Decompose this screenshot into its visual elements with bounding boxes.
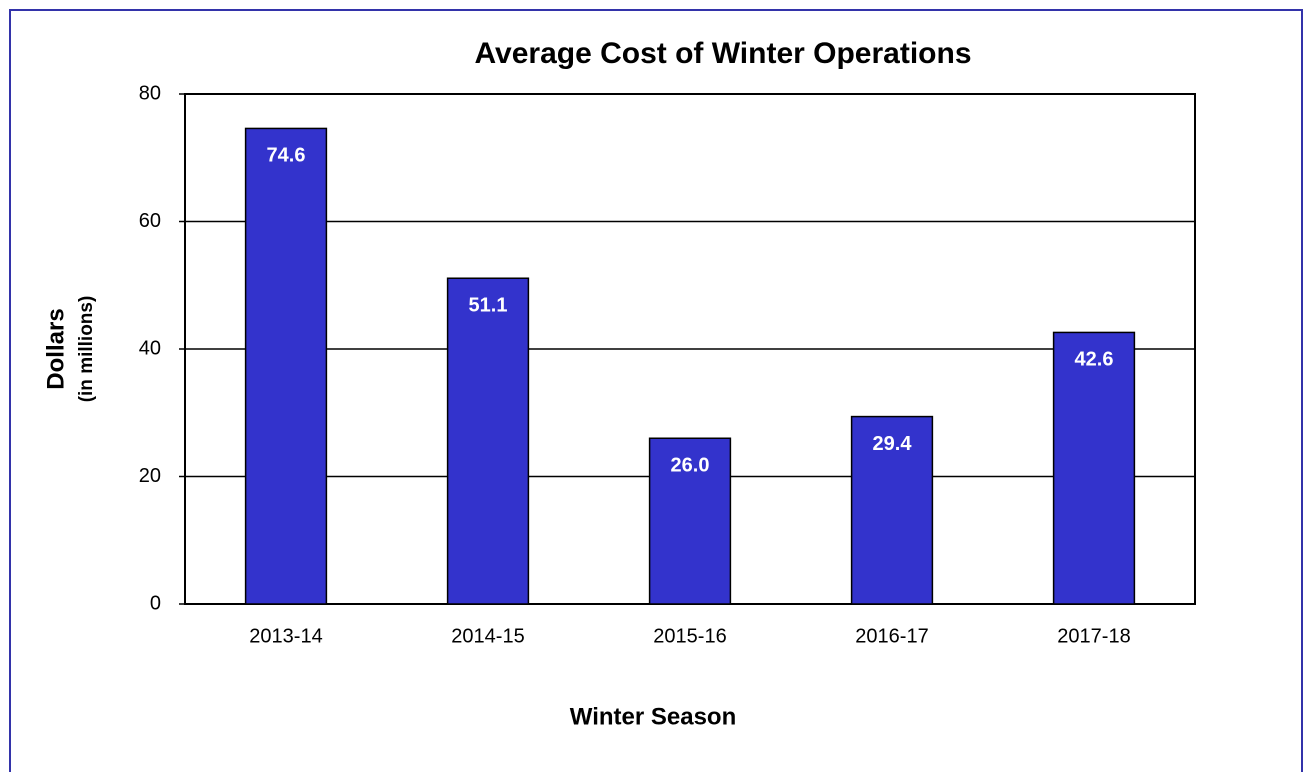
x-tick-label: 2016-17 — [855, 625, 928, 647]
value-label: 26.0 — [671, 455, 710, 477]
y-tick-label: 60 — [139, 210, 161, 232]
bar — [446, 277, 530, 605]
bar — [1052, 331, 1136, 605]
bar — [648, 437, 732, 605]
bar — [244, 127, 328, 605]
y-tick-label: 40 — [139, 337, 161, 359]
y-tick-label: 0 — [150, 592, 161, 614]
y-axis-subtitle: (in millions) — [76, 296, 97, 403]
value-label: 51.1 — [469, 295, 508, 317]
bar — [850, 415, 934, 605]
value-label: 42.6 — [1075, 349, 1114, 371]
y-axis-title: Dollars — [42, 308, 69, 389]
y-tick-label: 80 — [139, 82, 161, 104]
y-tick-label: 20 — [139, 465, 161, 487]
value-label: 29.4 — [873, 433, 913, 455]
x-tick-label: 2015-16 — [653, 625, 726, 647]
x-axis-title: Winter Season — [570, 703, 737, 730]
x-tick-label: 2013-14 — [249, 625, 322, 647]
x-tick-label: 2017-18 — [1057, 625, 1130, 647]
frame — [9, 9, 1303, 772]
x-tick-label: 2014-15 — [451, 625, 524, 647]
chart-title: Average Cost of Winter Operations — [474, 37, 971, 70]
value-label: 74.6 — [267, 145, 306, 167]
